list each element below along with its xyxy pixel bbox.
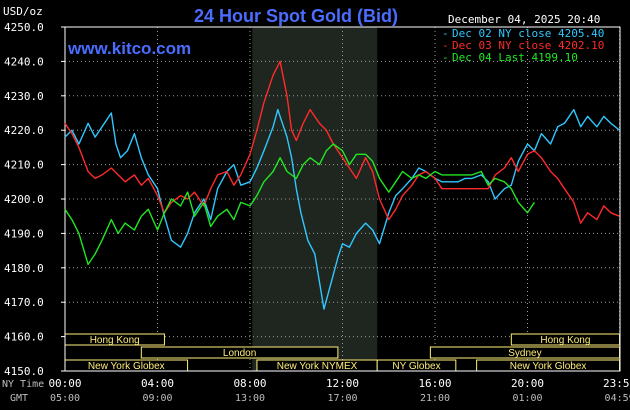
y-tick-label: 4180.0 <box>4 262 44 275</box>
chart-timestamp: December 04, 2025 20:40 <box>448 13 600 26</box>
legend-item: - Dec 02 NY close 4205.40 <box>442 27 604 40</box>
legend-label: Dec 03 NY close 4202.10 <box>452 39 604 52</box>
y-tick-label: 4230.0 <box>4 90 44 103</box>
market-sessions: Hong Kong Hong Kong London Sydney New York G… <box>64 333 621 372</box>
session-label: London <box>223 348 256 359</box>
y-tick-label: 4190.0 <box>4 227 44 240</box>
session-hong-kong: Hong Kong <box>510 333 621 346</box>
session-label: New York Globex <box>88 361 165 372</box>
x-tick-label-gmt: 09:00 <box>142 393 172 404</box>
x-tick-label-gmt: 05:00 <box>50 393 80 404</box>
x-tick-label-gmt: 04:59 <box>605 393 630 404</box>
session-new-york-globex: New York Globex <box>476 359 621 372</box>
nymex-session-highlight <box>252 27 378 371</box>
legend-marker: - <box>442 39 449 52</box>
series-line-dec-04 <box>64 143 535 266</box>
x-tick-label-ny: 00:00 <box>48 377 81 390</box>
x-tick-label-ny: 23:59 <box>603 377 630 390</box>
series-layer <box>64 60 620 310</box>
y-tick-label: 4170.0 <box>4 296 44 309</box>
x-tick-label-gmt: 17:00 <box>327 393 357 404</box>
session-box <box>140 346 339 359</box>
session-new-york-nymex: New York NYMEX <box>256 359 378 372</box>
session-new-york-globex: New York Globex <box>64 359 189 372</box>
axis-layer: 4150.0 4160.0 4170.0 4180.0 4190.0 4200.0 4210… <box>4 21 630 404</box>
x-tick-label-gmt: 21:00 <box>420 393 450 404</box>
x-tick-label-ny: 08:00 <box>233 377 266 390</box>
x-tick-label-ny: 20:00 <box>511 377 544 390</box>
y-tick-label: 4250.0 <box>4 21 44 34</box>
x-tick-label-ny: 04:00 <box>141 377 174 390</box>
session-sydney: Sydney <box>429 346 621 359</box>
y-tick-label: 4240.0 <box>4 55 44 68</box>
session-label: NY Globex <box>392 361 440 372</box>
x-tick-label-gmt: 13:00 <box>235 393 265 404</box>
series-line-dec-02 <box>64 108 620 310</box>
session-label: New York Globex <box>510 361 587 372</box>
y-tick-label: 4160.0 <box>4 331 44 344</box>
session-london: London <box>140 346 339 359</box>
y-tick-label: 4220.0 <box>4 124 44 137</box>
legend-marker: - <box>442 27 449 40</box>
legend-label: Dec 02 NY close 4205.40 <box>452 27 604 40</box>
brand-watermark: www.kitco.com <box>67 39 191 58</box>
session-label: Hong Kong <box>540 335 590 346</box>
session-label: Hong Kong <box>90 335 140 346</box>
y-tick-label: 4150.0 <box>4 365 44 378</box>
legend-marker: - <box>442 51 449 64</box>
legend-label: Dec 04 Last 4199.10 <box>452 51 578 64</box>
series-line-dec-03 <box>64 60 620 224</box>
nymex-highlight-layer <box>252 27 378 371</box>
session-label: New York NYMEX <box>277 361 358 372</box>
x-tick-label-gmt: 01:00 <box>512 393 542 404</box>
y-axis-unit: USD/oz <box>3 5 43 18</box>
legend-item: - Dec 03 NY close 4202.10 <box>442 39 604 52</box>
session-label: Sydney <box>508 348 541 359</box>
session-ny-globex: NY Globex <box>376 359 457 372</box>
legend-item: - Dec 04 Last 4199.10 <box>442 51 578 64</box>
legend: - Dec 02 NY close 4205.40- Dec 03 NY close… <box>442 27 604 64</box>
x-tick-label-ny: 12:00 <box>326 377 359 390</box>
session-hong-kong: Hong Kong <box>64 333 165 346</box>
y-tick-label: 4200.0 <box>4 193 44 206</box>
y-tick-label: 4210.0 <box>4 159 44 172</box>
ny-time-row-label: NY Time <box>2 379 44 390</box>
gmt-row-label: GMT <box>10 393 28 404</box>
x-tick-label-ny: 16:00 <box>418 377 451 390</box>
chart-title: 24 Hour Spot Gold (Bid) <box>194 6 398 26</box>
